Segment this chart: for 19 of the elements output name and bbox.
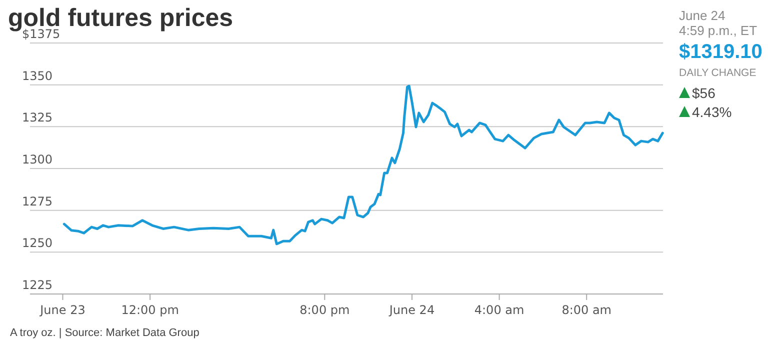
x-tick-label: June 24: [388, 303, 435, 317]
y-tick-label: 1300: [22, 152, 53, 166]
y-tick-label: 1275: [22, 194, 53, 208]
y-tick-label: 1225: [22, 278, 53, 292]
y-tick-label: 1250: [22, 236, 53, 250]
text: $1319.10: [679, 41, 762, 63]
x-tick-label: 8:00 am: [562, 303, 612, 317]
x-tick-label: 4:00 am: [474, 303, 524, 317]
y-tick-label: 1325: [22, 110, 53, 125]
x-tick-label: 12:00 pm: [121, 303, 179, 317]
text: A troy oz. | Source: Market Data Group: [10, 327, 200, 339]
text: June 24: [679, 8, 726, 23]
x-tick-label: 8:00 pm: [300, 303, 350, 317]
text: 4.43%: [692, 104, 732, 120]
x-tick-label: June 23: [39, 303, 86, 317]
text: DAILY CHANGE: [679, 67, 756, 79]
y-tick-label: 1350: [22, 68, 53, 83]
text: 4:59 p.m., ET: [679, 23, 758, 38]
text: $56: [692, 85, 716, 101]
